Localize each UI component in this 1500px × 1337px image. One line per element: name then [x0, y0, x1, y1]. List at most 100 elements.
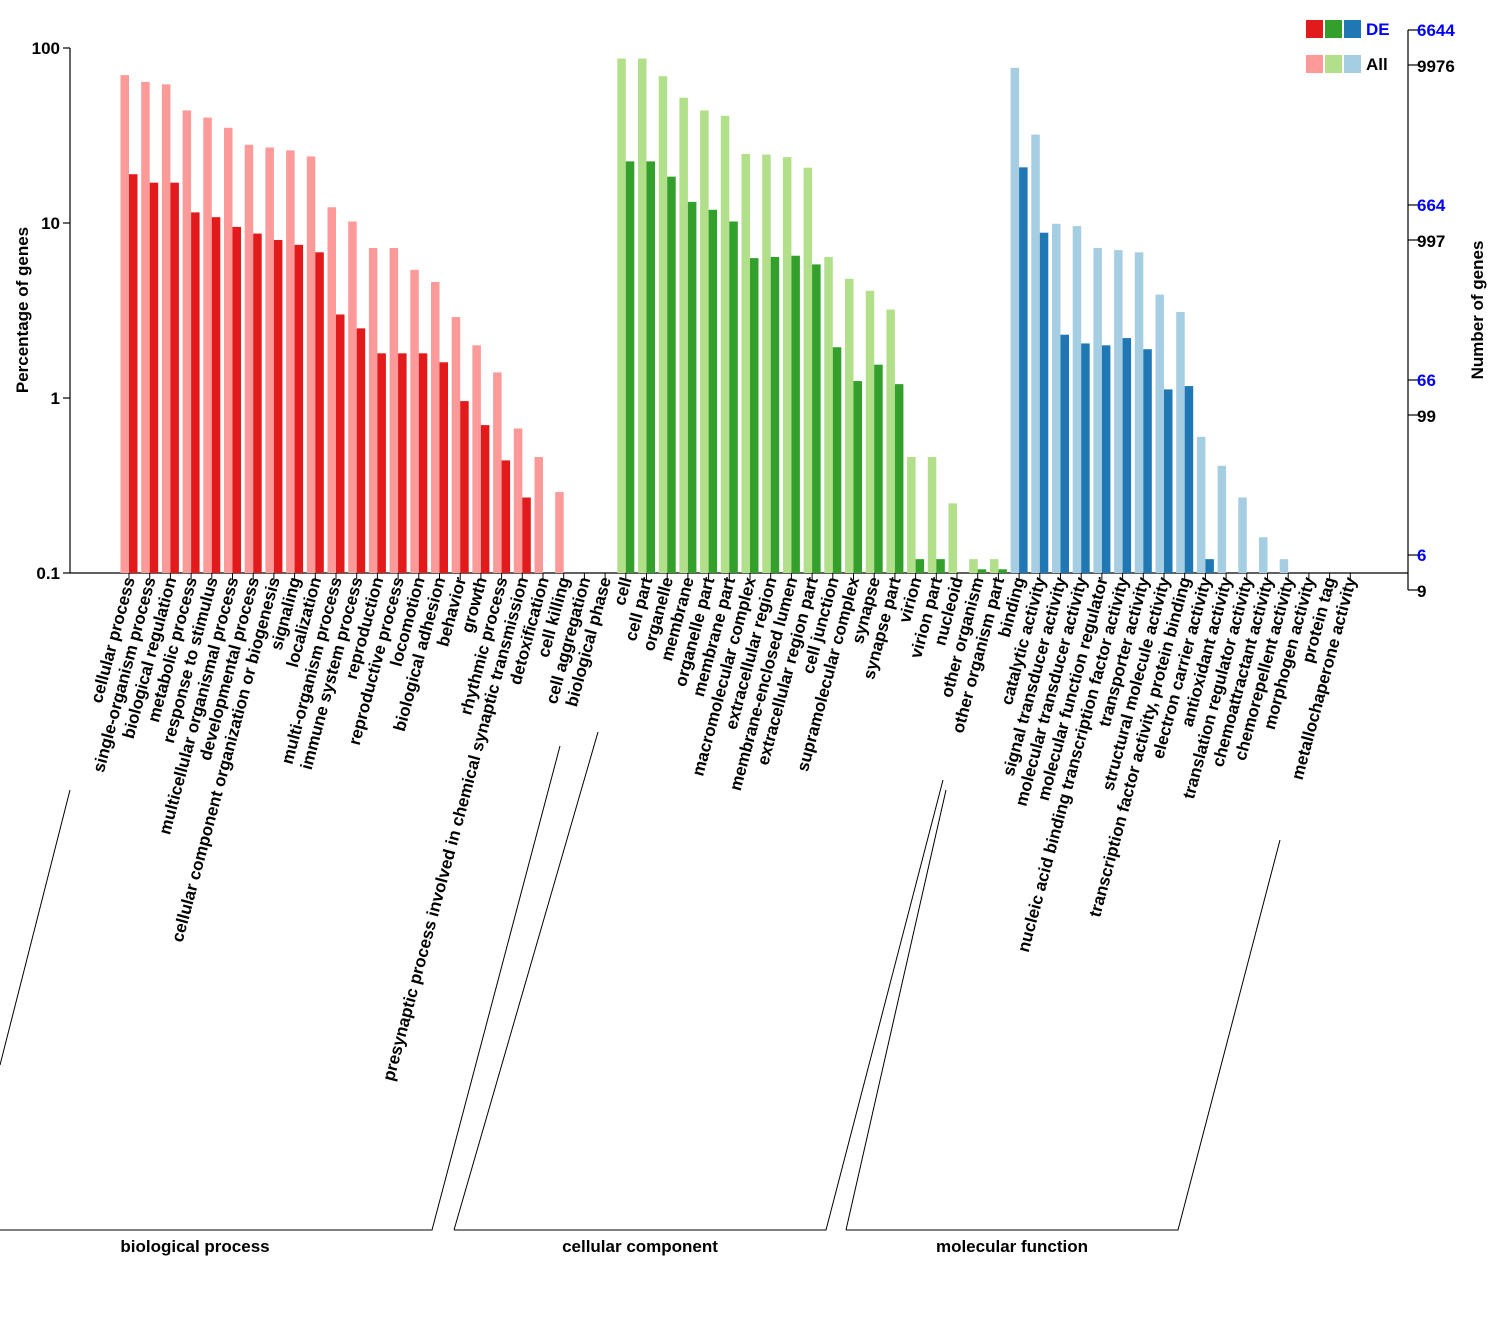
bar-all [886, 309, 895, 573]
right-tick-label-de: 664 [1417, 196, 1446, 215]
bar-de [832, 347, 842, 573]
bar-de [377, 353, 386, 573]
bar-de [1019, 167, 1028, 573]
bar-all [306, 156, 316, 574]
bar-de [460, 401, 469, 573]
group-label: biological process [120, 1237, 269, 1256]
legend-swatch-de [1306, 20, 1323, 38]
bar-de [998, 569, 1007, 573]
right-tick-label-all: 9 [1417, 582, 1426, 601]
bar-all [555, 492, 564, 573]
bar-de [708, 209, 718, 573]
bar-all [513, 428, 523, 573]
bar-de [770, 256, 780, 573]
bar-all [451, 317, 461, 573]
bar-de [211, 217, 221, 573]
bar-all [969, 559, 978, 573]
bar-all [1134, 252, 1144, 573]
group-label: molecular function [936, 1237, 1088, 1256]
bar-all [927, 457, 937, 573]
bar-all [348, 221, 357, 573]
bar-de [812, 264, 821, 573]
bar-all [389, 247, 399, 574]
bar-de [729, 221, 738, 573]
bar-de [894, 384, 904, 573]
bar-de [253, 233, 262, 573]
bar-all [410, 269, 419, 573]
bar-all [679, 97, 688, 574]
bar-all [224, 127, 233, 574]
legend-swatch-de [1325, 20, 1342, 38]
bar-de [480, 425, 490, 573]
bar-all [617, 58, 626, 574]
bar-all [472, 345, 481, 573]
bar-de [439, 362, 448, 573]
bar-all [762, 154, 771, 573]
bar-all [1052, 223, 1061, 573]
bar-all [161, 84, 171, 573]
bar-de [1122, 338, 1132, 573]
y-axis-title-left: Percentage of genes [13, 227, 32, 393]
left-tick-label: 0.1 [36, 564, 60, 583]
right-tick-label-de: 6 [1417, 546, 1426, 565]
bar-de [1039, 232, 1049, 574]
group-bracket [453, 731, 944, 1231]
y-axis-title-right: Number of genes [1468, 241, 1487, 380]
bar-de [915, 559, 925, 573]
bar-all [182, 110, 192, 573]
bar-de [418, 353, 428, 573]
bar-de [522, 497, 531, 573]
bar-all [493, 372, 502, 573]
bar-de [315, 252, 324, 573]
bar-all [845, 278, 854, 573]
bar-de [129, 174, 138, 573]
bar-all [1072, 226, 1082, 573]
group-bracket [845, 789, 1281, 1231]
legend-label-de: DE [1366, 20, 1390, 39]
bar-all [907, 457, 916, 573]
bar-de [791, 255, 800, 573]
bar-de [1081, 343, 1090, 573]
bar-all [803, 167, 813, 573]
bar-de [232, 226, 241, 573]
bar-de [356, 328, 366, 573]
left-tick-label: 100 [32, 39, 60, 58]
bar-all [203, 117, 212, 574]
bar-de [1143, 349, 1152, 573]
bar-all [989, 559, 999, 573]
bar-all [720, 115, 730, 574]
right-tick-label-all: 997 [1417, 232, 1445, 251]
bar-all [1196, 436, 1206, 573]
bar-all [1279, 559, 1289, 573]
bar-all [741, 153, 750, 574]
bar-de [667, 176, 676, 574]
group-label: cellular component [562, 1237, 718, 1256]
right-tick-label-de: 66 [1417, 371, 1436, 390]
bar-all [1093, 247, 1102, 574]
bar-de [501, 460, 511, 573]
bar-all [141, 81, 150, 573]
bar-all [1155, 294, 1164, 573]
bar-de [149, 182, 159, 573]
bar-de [625, 161, 635, 574]
bar-de [1060, 334, 1069, 573]
right-tick-label-de: 6644 [1417, 21, 1455, 40]
bar-all [327, 207, 336, 573]
bars [120, 58, 1289, 574]
legend-swatch-all [1306, 55, 1323, 73]
bar-all [368, 247, 378, 574]
bar-de [170, 182, 179, 573]
bar-all [286, 150, 295, 573]
bar-de [294, 244, 304, 574]
legend-label-all: All [1366, 55, 1388, 74]
bar-de [646, 161, 655, 574]
group-bracket [0, 745, 561, 1231]
bar-de [1184, 386, 1194, 573]
bar-de [191, 212, 200, 574]
bar-all [1217, 465, 1227, 573]
bar-all [638, 58, 647, 574]
bar-all [1010, 67, 1020, 573]
bar-all [865, 290, 875, 573]
bar-all [658, 76, 668, 573]
